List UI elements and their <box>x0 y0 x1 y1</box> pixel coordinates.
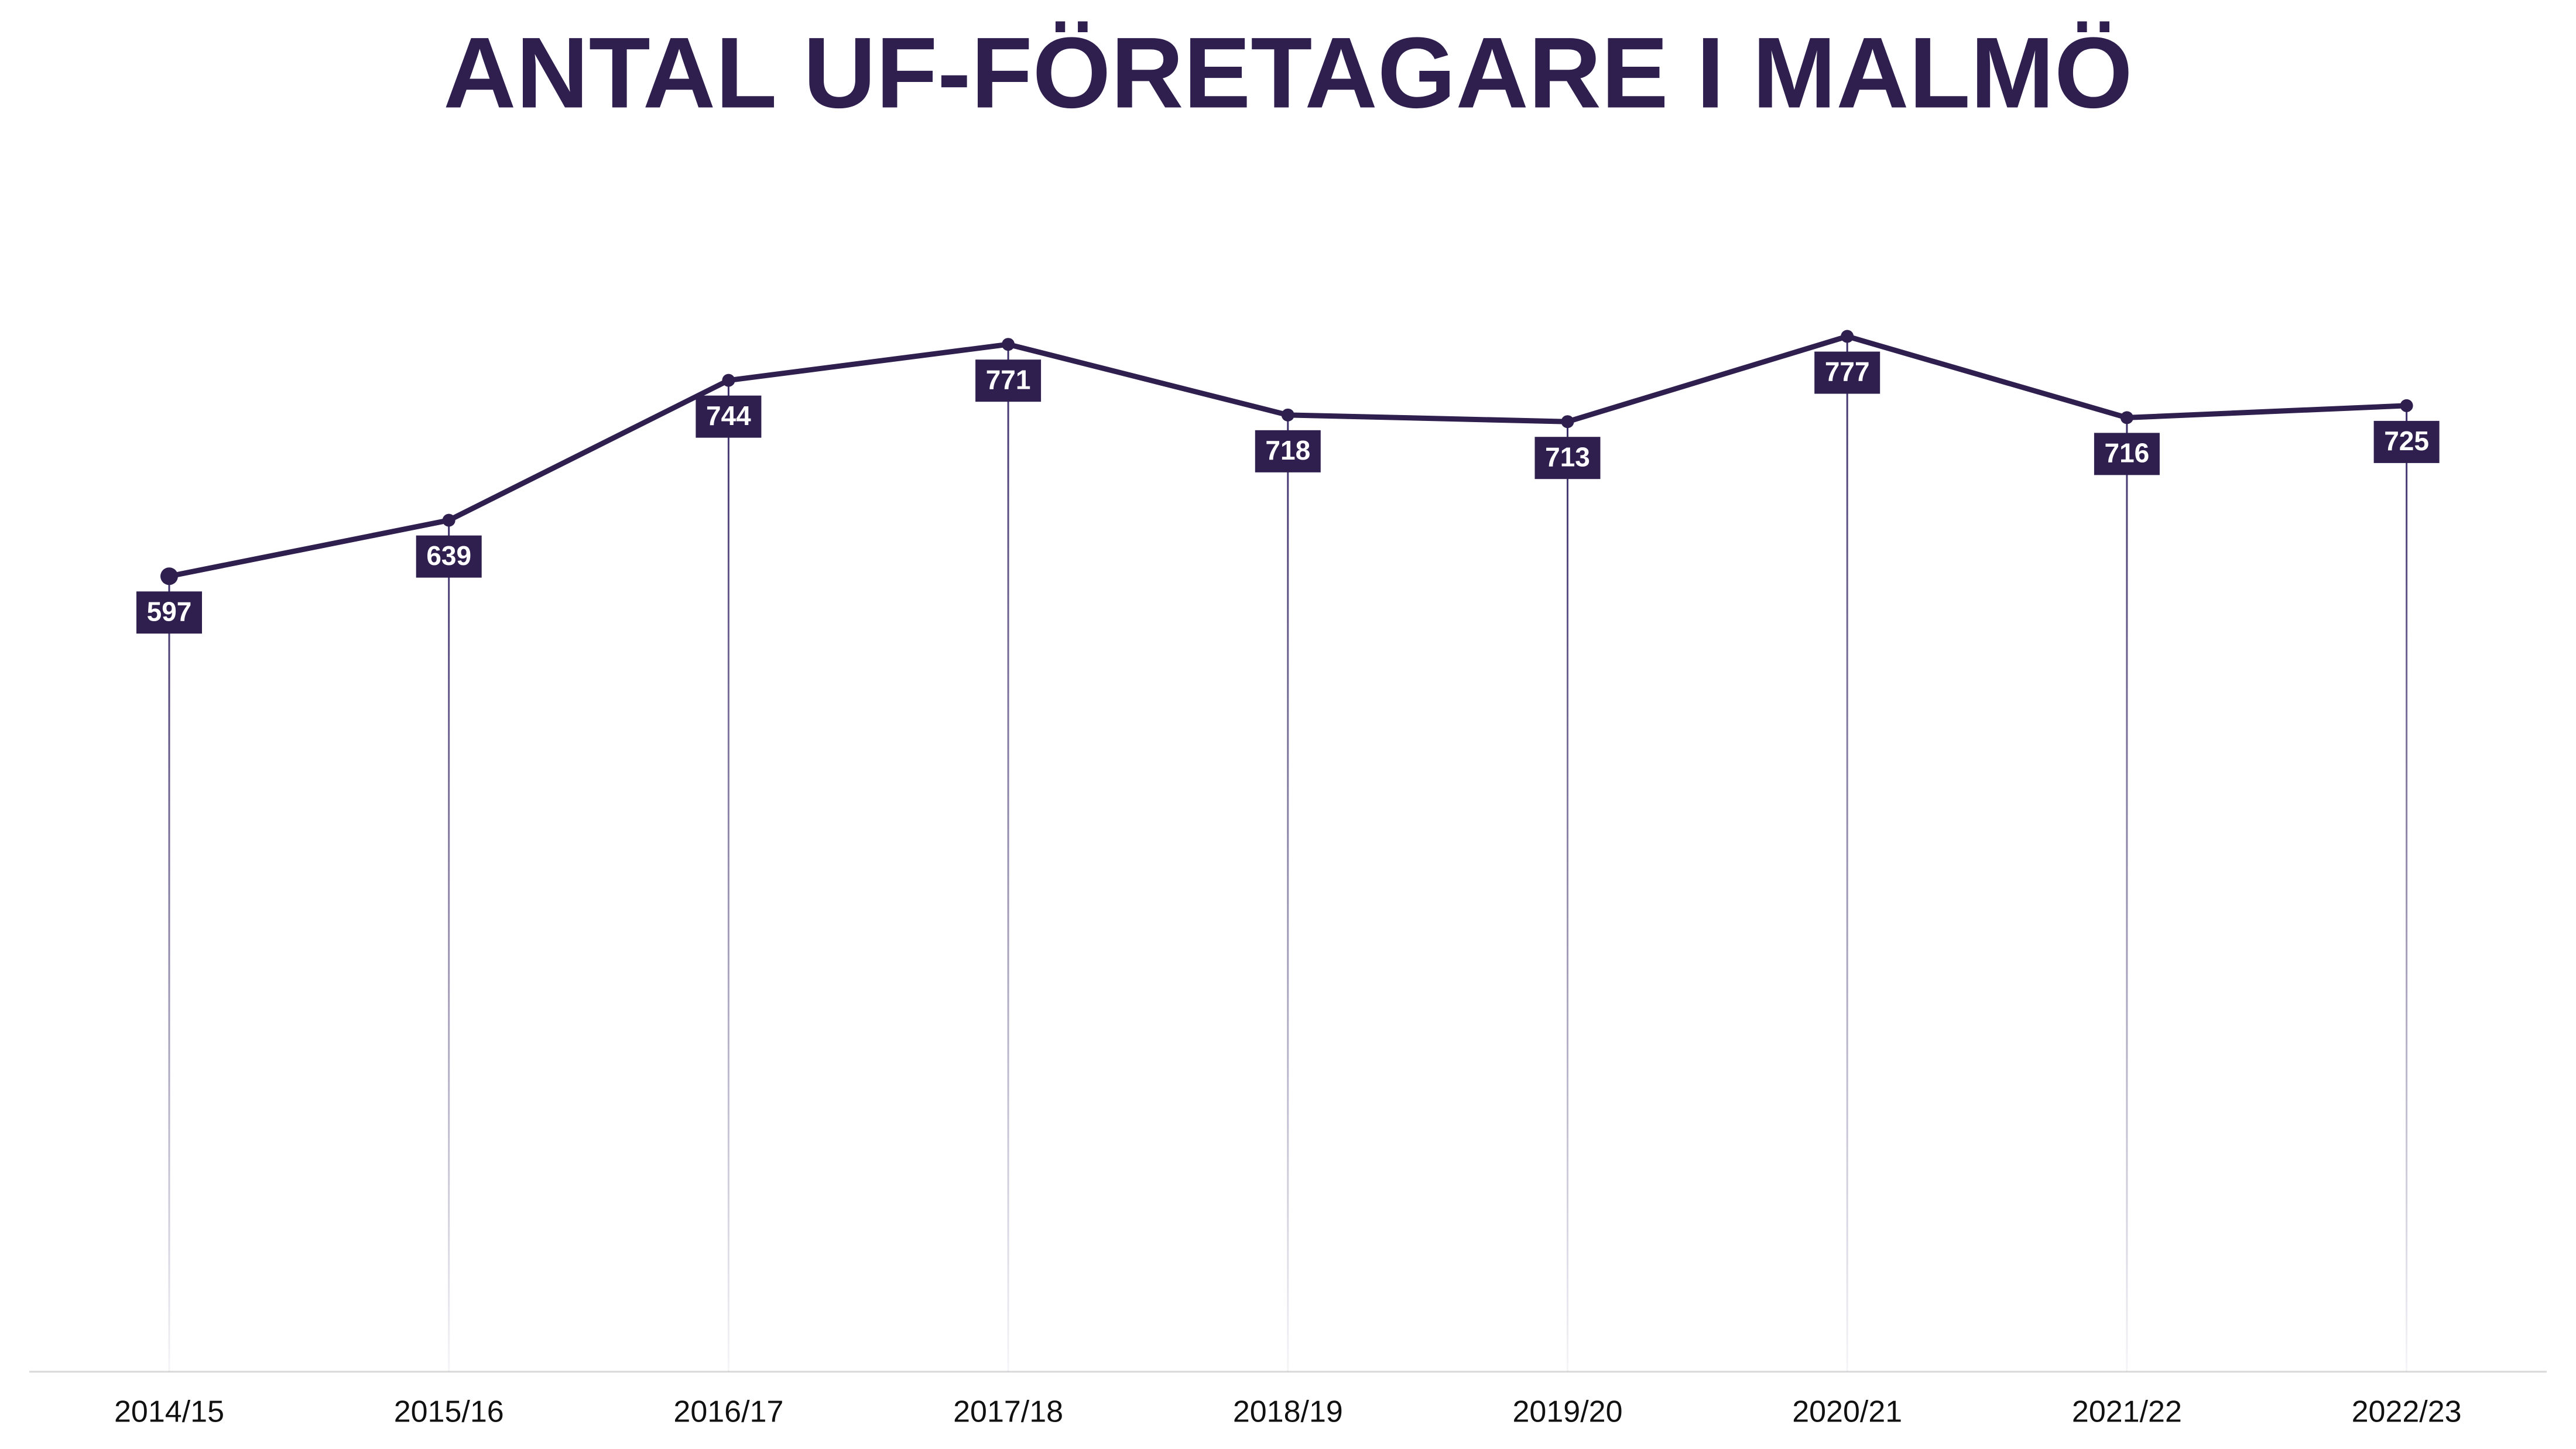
x-tick-label: 2020/21 <box>1792 1395 1902 1429</box>
drop-line <box>1007 344 1009 1372</box>
data-label-box <box>2094 433 2160 475</box>
data-label-box <box>975 359 1042 402</box>
drop-line <box>1567 422 1568 1372</box>
data-label: 597 <box>147 596 192 626</box>
drop-line <box>2126 417 2128 1372</box>
data-label-box <box>1534 437 1601 479</box>
data-point <box>1841 330 1854 343</box>
x-tick-label: 2022/23 <box>2352 1395 2462 1429</box>
x-tick-label: 2014/15 <box>114 1395 224 1429</box>
data-point <box>2400 399 2413 412</box>
drop-line <box>168 576 170 1372</box>
data-label: 716 <box>2105 438 2150 468</box>
data-label: 725 <box>2384 426 2429 456</box>
data-point <box>2120 411 2133 424</box>
drop-line <box>727 380 729 1372</box>
data-label: 777 <box>1825 357 1870 387</box>
x-tick-label: 2019/20 <box>1513 1395 1623 1429</box>
data-label-box <box>1255 430 1321 472</box>
data-point <box>722 374 735 387</box>
chart-title: ANTAL UF-FÖRETAGARE I MALMÖ <box>443 16 2132 129</box>
x-tick-label: 2015/16 <box>394 1395 504 1429</box>
data-label: 718 <box>1265 435 1310 465</box>
x-tick-label: 2018/19 <box>1233 1395 1343 1429</box>
data-label: 771 <box>986 364 1031 395</box>
data-label-box <box>1814 351 1880 394</box>
data-label: 639 <box>426 540 471 571</box>
data-label-box <box>696 395 762 438</box>
data-point <box>1002 338 1015 351</box>
drop-line <box>1846 336 1848 1372</box>
drop-line <box>2406 405 2408 1372</box>
drop-line <box>448 520 450 1372</box>
data-point <box>442 513 455 527</box>
x-tick-label: 2017/18 <box>953 1395 1063 1429</box>
data-label: 744 <box>706 400 751 431</box>
x-tick-label: 2016/17 <box>673 1395 783 1429</box>
data-point <box>1561 415 1574 429</box>
x-tick-label: 2021/22 <box>2072 1395 2182 1429</box>
data-point <box>1281 408 1294 422</box>
data-label-box <box>2373 420 2440 463</box>
data-point <box>160 567 178 585</box>
data-label-box <box>416 535 482 578</box>
data-label: 713 <box>1545 441 1590 472</box>
data-label-box <box>136 591 202 634</box>
drop-line <box>1287 415 1289 1372</box>
